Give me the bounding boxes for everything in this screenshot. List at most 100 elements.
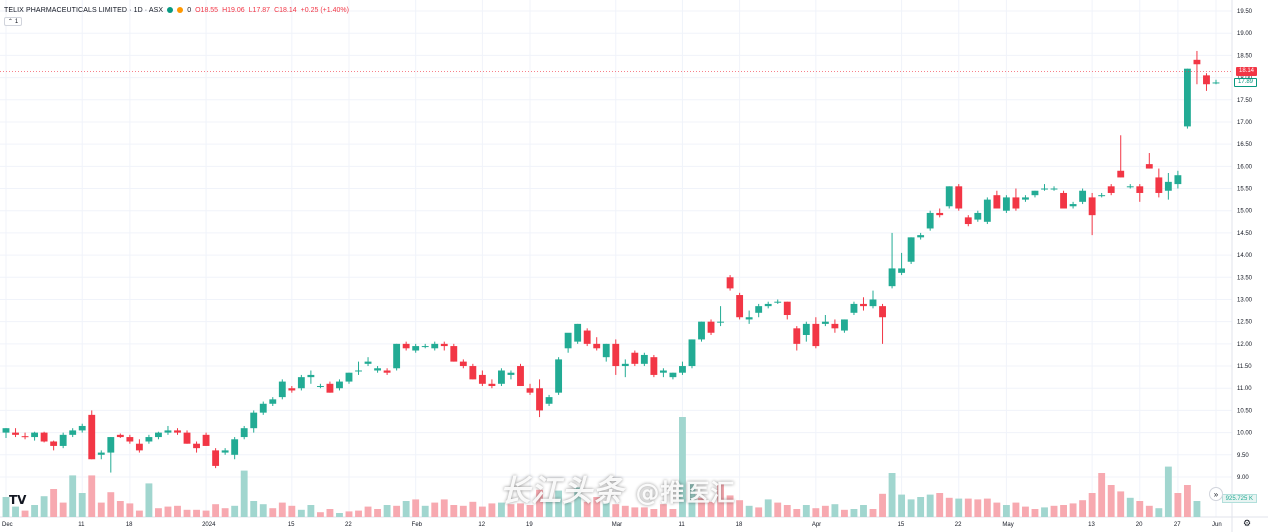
low-value: L17.87: [248, 6, 271, 14]
volume-bar: [517, 503, 524, 517]
candle-body: [421, 346, 429, 348]
volume-bar: [555, 490, 563, 517]
candle-body: [602, 343, 610, 358]
candle-body: [231, 439, 239, 455]
candle-body: [1088, 197, 1096, 216]
candle-body: [812, 323, 820, 347]
candle-body: [917, 235, 925, 238]
candle-body: [783, 301, 791, 316]
volume-bar: [507, 504, 515, 517]
candle-body: [717, 321, 724, 323]
candle-body: [164, 430, 172, 433]
volume-bar: [50, 489, 58, 517]
volume-bar: [545, 499, 553, 517]
candle-body: [97, 452, 105, 455]
candle-body: [898, 268, 906, 273]
candle-body: [50, 441, 58, 446]
volume-bar: [526, 505, 534, 517]
candle-body: [364, 361, 372, 364]
volume-bar: [40, 496, 48, 517]
chart-legend: TELIX PHARMACEUTICALS LIMITED · 1D · ASX…: [4, 4, 349, 16]
candle-body: [621, 363, 629, 367]
volume-bar: [1145, 505, 1153, 517]
candle-body: [1203, 75, 1210, 85]
volume-bar: [945, 497, 953, 517]
candle-body: [440, 343, 448, 347]
volume-bar: [879, 493, 886, 517]
candle-body: [1012, 197, 1020, 209]
candle-body: [545, 397, 553, 404]
volume-bar: [659, 504, 667, 517]
volume-bar: [793, 509, 801, 517]
volume-bar: [860, 505, 867, 517]
volume-bar: [69, 475, 77, 517]
volume-bar: [59, 502, 67, 517]
candle-body: [316, 386, 324, 388]
settings-gear-icon[interactable]: ⚙: [1243, 518, 1252, 528]
volume-bar: [1079, 500, 1087, 517]
y-tick-label: 15.50: [1237, 187, 1253, 193]
volume-bar: [983, 498, 991, 517]
collapse-legend-button[interactable]: ⌃ 1: [4, 17, 22, 26]
volume-bar: [583, 501, 591, 517]
candle-body: [478, 374, 486, 384]
candle-body: [469, 366, 477, 380]
volume-bar: [669, 509, 677, 517]
volume-bar: [955, 498, 963, 517]
volume-bar: [212, 504, 220, 517]
volume-bar: [621, 505, 629, 517]
volume-bar: [802, 505, 810, 517]
volume-bar: [97, 502, 105, 517]
volume-bar: [898, 494, 906, 517]
volume-bar: [650, 509, 658, 517]
volume-bar: [1060, 505, 1067, 517]
x-tick-label: 19: [526, 522, 533, 528]
candle-body: [12, 432, 19, 435]
alert-count: 0: [187, 6, 192, 14]
volume-bar: [288, 505, 296, 517]
candle-body: [78, 425, 86, 431]
candle-body: [59, 434, 67, 446]
y-tick-label: 11.50: [1237, 364, 1252, 370]
x-tick-label: Jun: [1212, 522, 1222, 528]
candle-body: [526, 388, 534, 393]
candle-body: [583, 330, 591, 344]
candle-body: [393, 343, 401, 369]
volume-bar: [1050, 505, 1058, 517]
candle-body: [974, 212, 982, 220]
candle-body: [964, 217, 972, 225]
x-tick-label: 11: [78, 522, 85, 528]
scroll-right-icon[interactable]: »: [1209, 487, 1223, 501]
volume-bar: [774, 502, 782, 517]
candle-body: [174, 430, 181, 433]
volume-bar: [1193, 501, 1201, 517]
candle-body: [507, 372, 515, 375]
volume-bar: [126, 503, 134, 517]
candle-body: [1145, 164, 1153, 169]
candle-body: [183, 432, 191, 444]
last-price-tag: 18.14: [1235, 67, 1257, 76]
candle-body: [650, 357, 658, 375]
candle-body: [450, 346, 458, 362]
volume-bar: [459, 505, 467, 517]
volume-bar: [221, 508, 229, 517]
symbol-title[interactable]: TELIX PHARMACEUTICALS LIMITED · 1D · ASX: [4, 6, 164, 14]
candle-body: [869, 299, 877, 307]
tradingview-logo-icon[interactable]: TV: [9, 493, 27, 507]
volume-bar: [78, 493, 86, 517]
volume-bar: [383, 505, 391, 517]
volume-bar: [717, 484, 724, 517]
volume-bar: [564, 502, 572, 517]
candle-body: [336, 381, 343, 389]
candle-body: [555, 359, 563, 393]
candle-body: [774, 301, 782, 303]
y-tick-label: 12.50: [1237, 320, 1253, 326]
volume-bar: [155, 508, 162, 517]
candle-body: [536, 388, 543, 411]
collapse-count: 1: [14, 18, 19, 25]
y-tick-label: 17.00: [1237, 120, 1253, 126]
candle-body: [1002, 197, 1010, 211]
x-tick-label: Dec: [2, 522, 13, 528]
